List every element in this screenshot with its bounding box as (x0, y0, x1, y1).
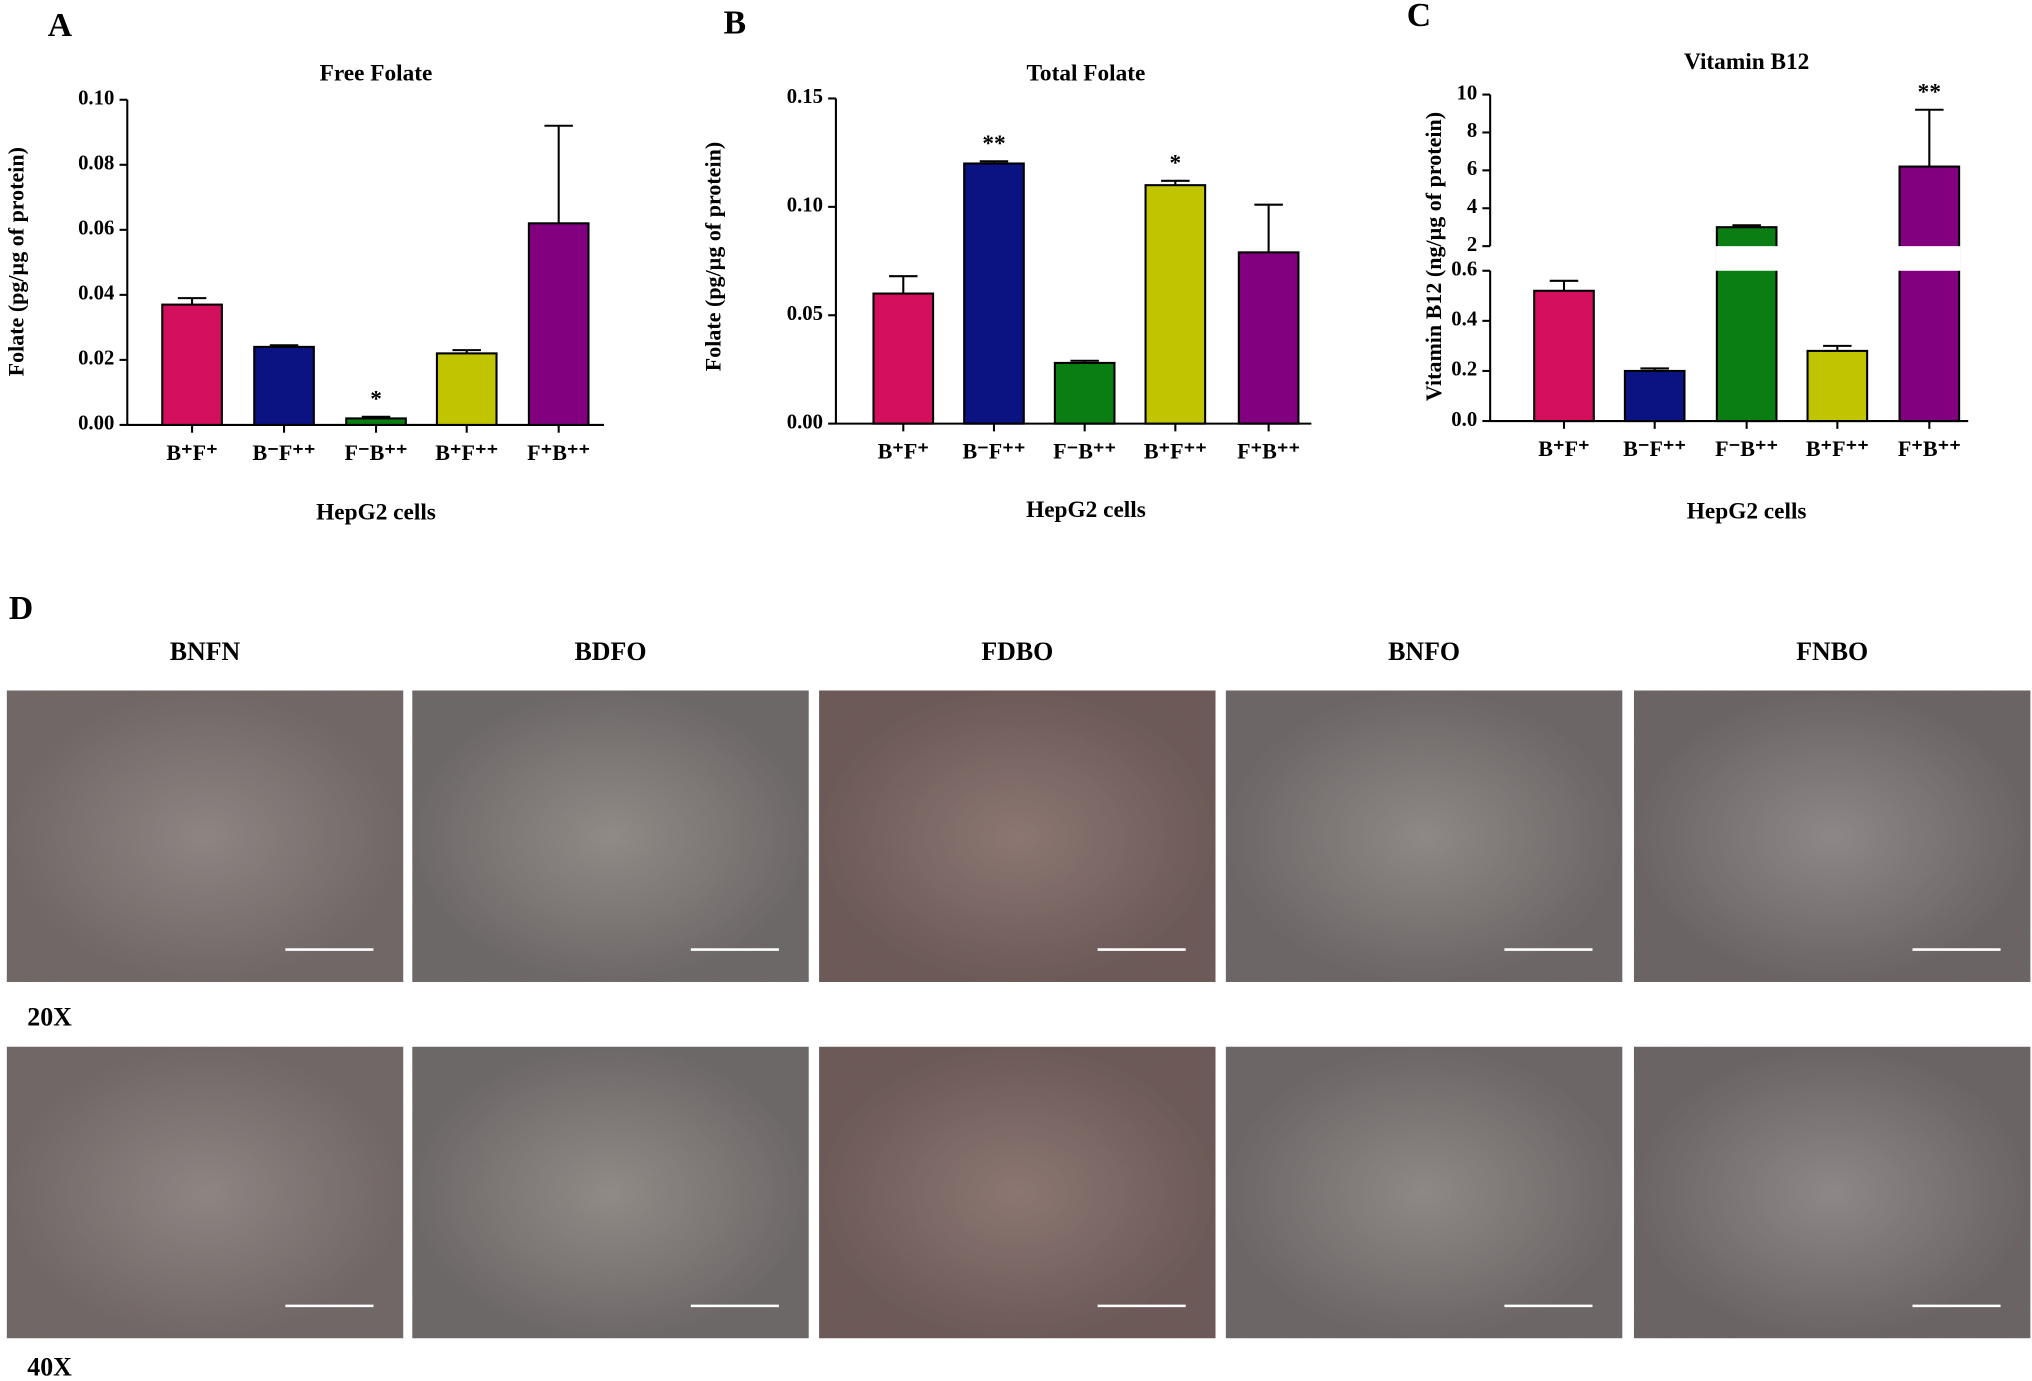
x-axis-label: HepG2 cells (1687, 498, 1807, 524)
y-tick-label: 0.08 (78, 153, 114, 175)
bar (1237, 251, 1300, 425)
bar (1533, 289, 1595, 423)
x-tick-label: B⁻F⁺⁺ (253, 440, 316, 465)
y-tick-label: 0.0 (1451, 409, 1477, 431)
bar (345, 417, 407, 426)
x-tick-label: F⁻B⁺⁺ (1053, 438, 1116, 463)
y-axis-label: Vitamin B12 (ng/µg of protein) (1421, 112, 1446, 401)
y-tick-label: 8 (1467, 120, 1477, 142)
column-title: FDBO (981, 637, 1053, 666)
bar (527, 222, 590, 426)
y-tick-label: 0.02 (78, 348, 114, 370)
micrograph (819, 690, 1216, 982)
y-tick-label: 4 (1467, 196, 1477, 218)
significance-mark: * (1170, 151, 1182, 177)
panel-label: B (724, 5, 746, 42)
bar (1898, 165, 1961, 423)
row-label: 20X (27, 1002, 72, 1031)
micrograph (1225, 690, 1623, 982)
y-axis-label: Folate (pg/µg of protein) (4, 147, 29, 376)
chart-title: Vitamin B12 (1684, 49, 1809, 75)
micrograph (6, 690, 404, 982)
y-tick-label: 2 (1467, 234, 1477, 256)
x-tick-label: F⁺B⁺⁺ (1898, 436, 1961, 461)
y-tick-label: 0.00 (78, 413, 114, 435)
x-tick-label: B⁺F⁺ (1538, 436, 1589, 461)
x-tick-label: B⁺F⁺ (878, 438, 929, 463)
y-tick-label: 0.2 (1451, 359, 1477, 381)
bar (1806, 349, 1869, 423)
x-tick-label: F⁻B⁺⁺ (1715, 436, 1778, 461)
micrograph (1633, 1046, 2031, 1339)
bar (963, 162, 1025, 425)
y-tick-label: 10 (1456, 82, 1477, 104)
error-bar (177, 297, 207, 305)
y-tick-label: 0.15 (787, 86, 823, 108)
bar (1053, 361, 1116, 425)
chart-title: Total Folate (1027, 60, 1146, 86)
micrograph (412, 690, 809, 982)
column-title: BNFO (1388, 637, 1460, 666)
error-bar (1915, 108, 1944, 167)
bar (1144, 184, 1207, 425)
y-tick-label: 0.06 (78, 218, 114, 240)
y-tick-label: 0.10 (78, 88, 114, 110)
column-title: BDFO (575, 637, 647, 666)
micrograph (819, 1046, 1216, 1339)
x-tick-label: B⁺F⁺ (166, 440, 217, 465)
bar (253, 345, 315, 426)
bar (161, 303, 223, 426)
y-tick-label: 0.04 (78, 283, 114, 305)
error-bar (544, 124, 573, 224)
axis-break (1898, 246, 1961, 271)
error-bar (889, 275, 918, 294)
panel-label: D (9, 590, 33, 627)
x-tick-label: B⁻F⁺⁺ (1623, 436, 1686, 461)
y-tick-label: 0.05 (787, 303, 823, 325)
x-tick-label: B⁻F⁺⁺ (962, 438, 1025, 463)
x-tick-label: F⁻B⁺⁺ (345, 440, 408, 465)
x-tick-label: B⁺F⁺⁺ (1806, 436, 1869, 461)
y-tick-label: 0.00 (787, 411, 823, 433)
y-tick-label: 0.10 (787, 195, 823, 217)
error-bar (1254, 203, 1283, 253)
column-title: BNFN (170, 637, 241, 666)
x-axis-label: HepG2 cells (1026, 497, 1146, 523)
micrograph (1225, 1046, 1623, 1339)
micrograph (412, 1046, 809, 1339)
y-tick-label: 6 (1467, 158, 1477, 180)
x-tick-label: B⁺F⁺⁺ (1144, 438, 1207, 463)
x-axis-label: HepG2 cells (316, 500, 436, 526)
panel-label: A (48, 7, 73, 44)
micrograph (6, 1046, 404, 1339)
error-bar (1549, 279, 1579, 291)
chart-title: Free Folate (320, 60, 433, 86)
panel-label: C (1407, 0, 1431, 34)
bar (1623, 369, 1686, 423)
y-tick-label: 0.4 (1451, 309, 1477, 331)
x-tick-label: F⁺B⁺⁺ (527, 440, 590, 465)
row-label: 40X (27, 1352, 72, 1381)
significance-mark: * (370, 387, 382, 413)
significance-mark: ** (1918, 80, 1941, 106)
y-tick-label: 0.6 (1451, 259, 1477, 281)
micrograph (1633, 690, 2031, 982)
axis-break (1715, 246, 1778, 271)
bar (872, 292, 935, 425)
column-title: FNBO (1796, 637, 1868, 666)
significance-mark: ** (982, 131, 1005, 157)
bar (435, 352, 498, 426)
x-tick-label: B⁺F⁺⁺ (435, 440, 498, 465)
x-tick-label: F⁺B⁺⁺ (1237, 438, 1300, 463)
y-axis-label: Folate (pg/µg of protein) (700, 142, 725, 371)
